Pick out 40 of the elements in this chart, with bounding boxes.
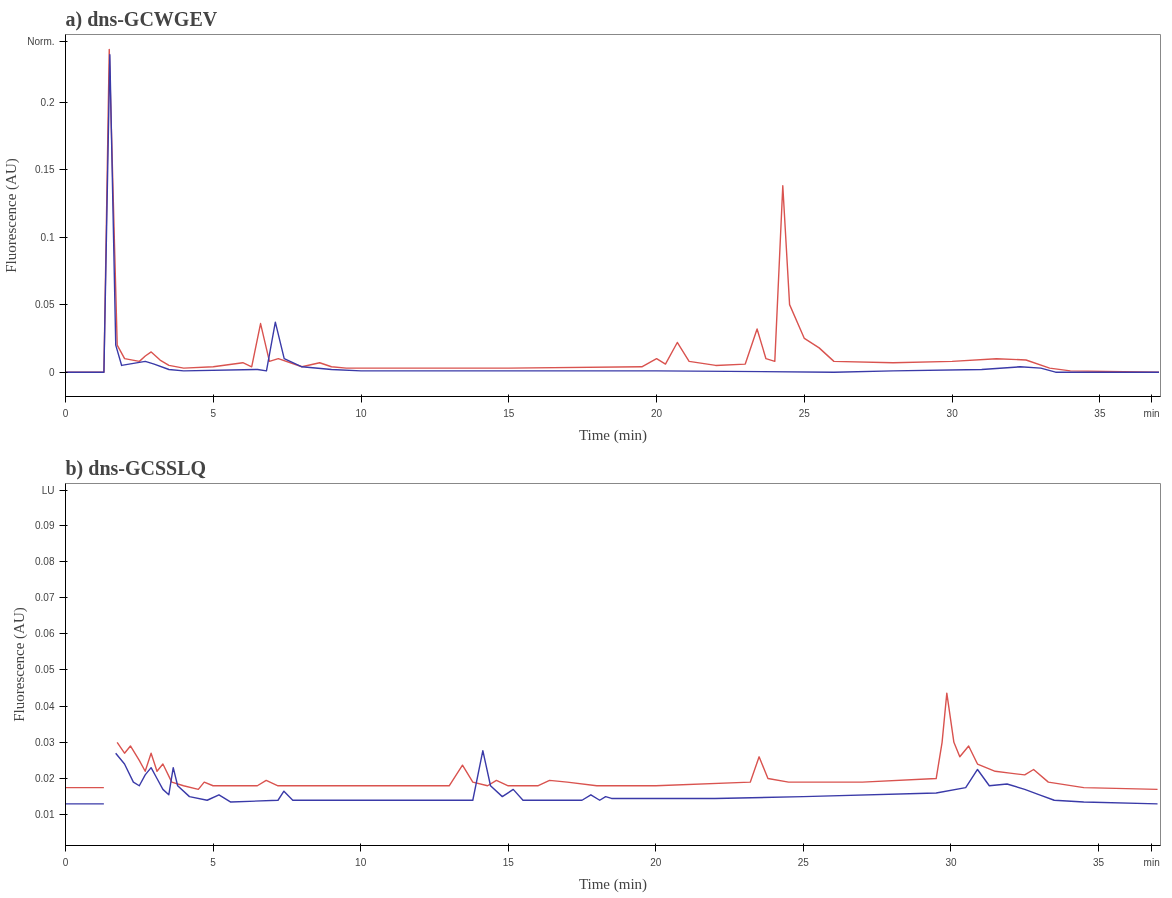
chart-title: a) dns-GCWGEV	[65, 7, 218, 31]
x-tick-label: 5	[210, 407, 217, 419]
y-tick-label: 0.04	[35, 700, 55, 712]
x-tick-label: 35	[1092, 856, 1105, 868]
x-tick-label: 20	[651, 407, 663, 419]
x-tick-label: 0	[62, 856, 69, 868]
y-tick-label: 0.2	[40, 96, 55, 108]
y-tick-label: 0.1	[40, 231, 55, 243]
y-tick-label: 0	[48, 366, 55, 378]
x-tick-label: 25	[798, 407, 811, 419]
y-axis-title: Fluorescence (AU)	[3, 158, 21, 273]
x-axis-title: Time (min)	[578, 875, 648, 893]
x-tick-label: 10	[355, 407, 368, 419]
x-tick-label: 10	[355, 856, 367, 868]
y-tick-label: 0.05	[35, 664, 55, 676]
chart-title: b) dns-GCSSLQ	[65, 456, 207, 480]
x-tick-label: 15	[502, 856, 515, 868]
y-tick-label: 0.05	[35, 299, 55, 311]
y-tick-label: 0.07	[35, 592, 55, 604]
y-tick-label: Norm.	[27, 35, 55, 47]
x-axis-title: Time (min)	[578, 426, 648, 444]
x-tick-label: 30	[946, 407, 959, 419]
x-tick-label: 0	[62, 407, 69, 419]
y-tick-label: LU	[41, 485, 55, 497]
y-tick-label: 0.03	[35, 736, 55, 748]
y-tick-label: 0.02	[35, 773, 55, 785]
y-tick-label: 0.08	[35, 555, 55, 567]
x-tick-label: 30	[945, 856, 957, 868]
y-axis-title: Fluorescence (AU)	[11, 607, 29, 722]
x-tick-label: 20	[650, 856, 662, 868]
y-tick-label: 0.09	[35, 519, 55, 531]
y-tick-label: 0.06	[35, 628, 55, 640]
x-tick-label: 5	[210, 856, 217, 868]
x-tick-label: 25	[797, 856, 810, 868]
y-tick-label: 0.15	[35, 164, 55, 176]
x-tick-label: 35	[1094, 407, 1106, 419]
y-tick-label: 0.01	[35, 809, 55, 821]
x-tick-label: 15	[503, 407, 515, 419]
x-tick-label: min	[1143, 856, 1160, 868]
x-tick-label: min	[1143, 407, 1160, 419]
